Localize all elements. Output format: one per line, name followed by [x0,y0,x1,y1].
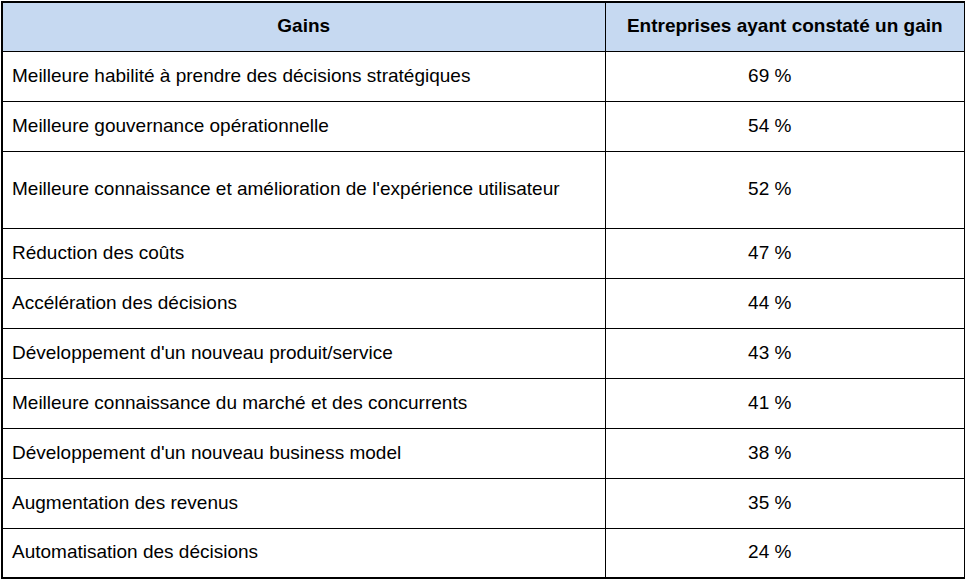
gain-label: Réduction des coûts [2,228,605,278]
gains-table: Gains Entreprises ayant constaté un gain… [1,1,965,579]
gain-label: Développement d'un nouveau business mode… [2,428,605,478]
table-row: Réduction des coûts 47 % [2,228,965,278]
gain-value: 44 % [605,278,965,328]
gain-value: 24 % [605,528,965,578]
gain-label: Automatisation des décisions [2,528,605,578]
table-row: Automatisation des décisions 24 % [2,528,965,578]
column-header-enterprises-gain: Entreprises ayant constaté un gain [605,2,965,51]
gain-value: 38 % [605,428,965,478]
gain-label: Meilleure connaissance du marché et des … [2,378,605,428]
table-row: Augmentation des revenus 35 % [2,478,965,528]
table-row: Accélération des décisions 44 % [2,278,965,328]
table-row: Meilleure connaissance et amélioration d… [2,151,965,228]
column-header-gains: Gains [2,2,605,51]
gain-value: 69 % [605,51,965,101]
gain-label: Meilleure gouvernance opérationnelle [2,101,605,151]
gain-value: 54 % [605,101,965,151]
gain-value: 35 % [605,478,965,528]
table-row: Développement d'un nouveau business mode… [2,428,965,478]
table-row: Meilleure habilité à prendre des décisio… [2,51,965,101]
table-row: Développement d'un nouveau produit/servi… [2,328,965,378]
gain-label: Meilleure habilité à prendre des décisio… [2,51,605,101]
header-row: Gains Entreprises ayant constaté un gain [2,2,965,51]
table-row: Meilleure connaissance du marché et des … [2,378,965,428]
gain-label: Accélération des décisions [2,278,605,328]
gain-value: 43 % [605,328,965,378]
gain-label: Augmentation des revenus [2,478,605,528]
gain-value: 47 % [605,228,965,278]
gain-value: 52 % [605,151,965,228]
gain-value: 41 % [605,378,965,428]
gain-label: Développement d'un nouveau produit/servi… [2,328,605,378]
gain-label: Meilleure connaissance et amélioration d… [2,151,605,228]
table-row: Meilleure gouvernance opérationnelle 54 … [2,101,965,151]
